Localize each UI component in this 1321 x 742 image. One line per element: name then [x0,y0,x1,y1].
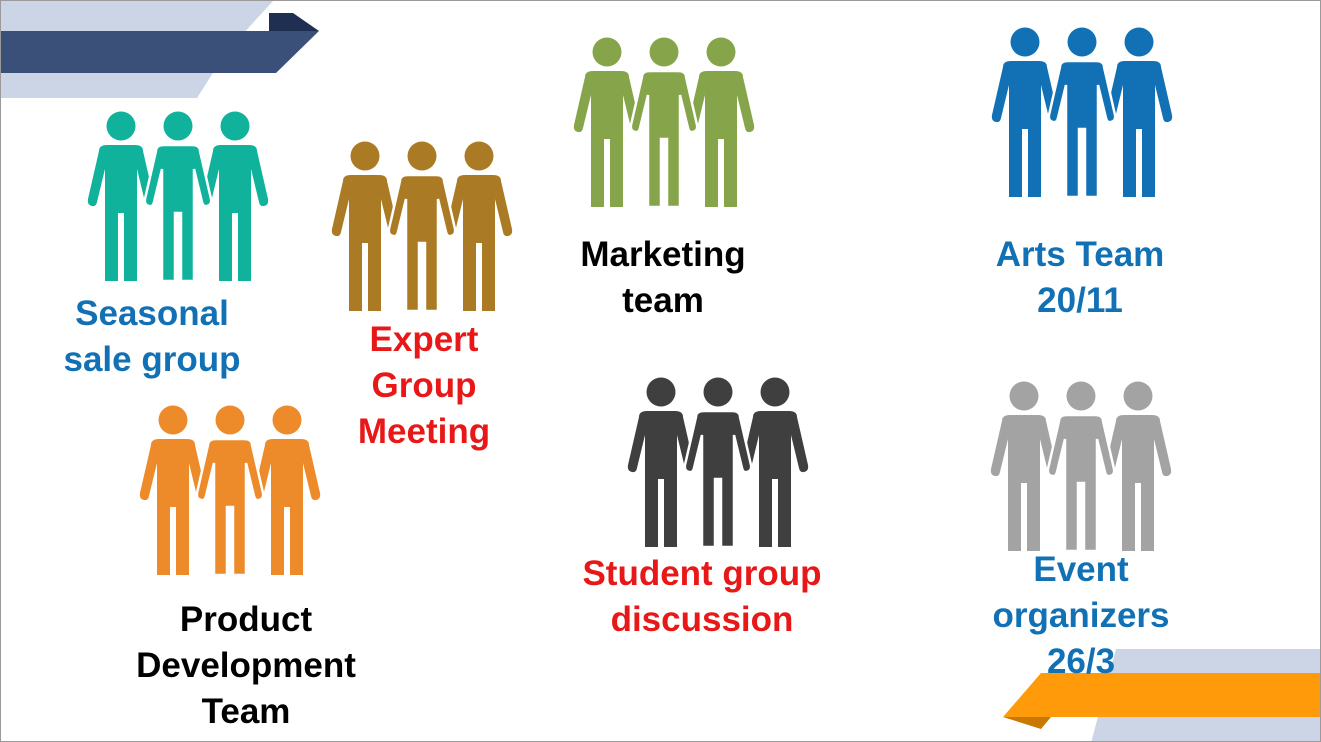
marketing-team-icon [569,37,759,209]
event-organizers-label: Event organizers 26/3 [992,550,1170,681]
person-figure [143,111,213,283]
people-group-icon [627,377,809,549]
student-group-discussion-icon [623,377,813,549]
person-figure [990,381,1058,551]
person-figure [1104,381,1172,551]
person-figure [1105,27,1173,197]
person-figure [331,141,399,311]
person-figure [573,37,641,207]
person-figure [741,377,809,547]
person-figure [1047,27,1117,199]
top-left-ribbon-decoration [1,1,319,98]
person-figure [253,405,321,575]
event-organizers-icon [986,381,1176,553]
person-figure [683,377,753,549]
person-figure [445,141,513,311]
people-group-icon [991,27,1173,199]
product-development-team-label: Product Development Team [136,600,356,731]
product-development-team-icon [135,405,325,577]
seasonal-sale-group-label: Seasonal sale group [63,294,241,379]
person-figure [991,27,1059,197]
people-group-icon [990,381,1172,553]
person-figure [1046,381,1116,553]
people-group-icon [87,111,269,283]
person-figure [687,37,755,207]
people-group-icon [139,405,321,577]
arts-team-label: Arts Team 20/11 [995,235,1165,320]
people-group-icon [331,141,513,313]
seasonal-sale-group-icon [83,111,273,283]
person-figure [139,405,207,575]
arts-team-icon [987,27,1177,199]
expert-group-meeting-icon [327,141,517,313]
person-figure [87,111,155,281]
student-group-discussion-label: Student group discussion [582,554,822,639]
person-figure [387,141,457,313]
person-figure [629,37,699,209]
person-figure [195,405,265,577]
expert-group-meeting-label: Expert Group Meeting [357,320,491,451]
person-figure [201,111,269,281]
people-group-icon [573,37,755,209]
person-figure [627,377,695,547]
marketing-team-label: Marketing team [580,235,746,320]
